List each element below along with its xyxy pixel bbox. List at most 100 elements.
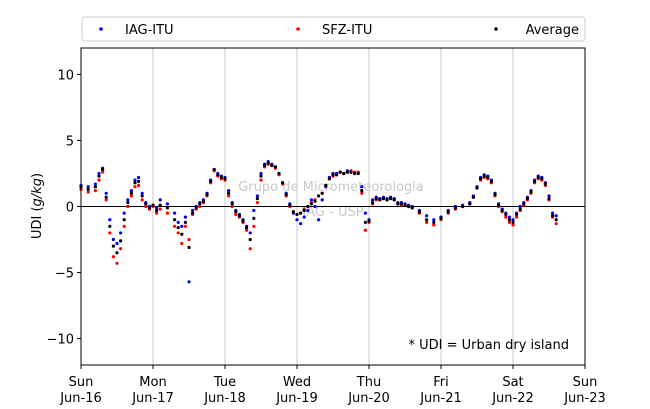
point-average [284, 193, 288, 197]
point-iag-itu [111, 237, 115, 242]
x-tick-label-date: Jun-18 [203, 391, 246, 406]
y-tick-label: 0 [66, 201, 74, 216]
point-sfz-itu [425, 220, 429, 224]
point-sfz-itu [259, 178, 263, 182]
point-average [281, 181, 285, 185]
point-iag-itu [547, 194, 551, 198]
point-iag-itu [554, 214, 558, 218]
point-average [183, 220, 187, 224]
point-iag-itu [108, 218, 112, 222]
point-iag-itu [183, 215, 187, 219]
point-average [471, 195, 475, 199]
point-average [317, 194, 321, 198]
point-average [165, 206, 169, 210]
point-iag-itu [295, 218, 299, 222]
point-average [327, 177, 331, 181]
point-iag-itu [259, 171, 263, 176]
point-average [410, 206, 414, 210]
point-average [270, 163, 274, 168]
point-iag-itu [93, 182, 97, 186]
point-average [194, 206, 198, 210]
point-average [248, 237, 252, 242]
point-average [234, 210, 238, 214]
point-average [108, 224, 112, 228]
legend-label: Average [526, 23, 579, 38]
point-sfz-itu [97, 178, 101, 182]
point-average [277, 171, 281, 176]
x-tick-label-day: Tue [213, 375, 236, 390]
point-iag-itu [122, 211, 126, 215]
watermark-line-2: IAG - USP [302, 205, 363, 220]
point-sfz-itu [165, 211, 169, 215]
point-average [313, 199, 317, 203]
point-average [525, 196, 530, 201]
point-average [176, 226, 180, 230]
y-axis: −10 −5 0 5 10 [47, 68, 81, 348]
point-sfz-itu [122, 224, 126, 228]
point-average [453, 206, 457, 210]
point-average [504, 212, 508, 217]
point-average [133, 181, 137, 185]
point-sfz-itu [111, 255, 115, 259]
x-tick-label-day: Sat [502, 375, 523, 390]
point-sfz-itu [119, 247, 123, 251]
annotation-text: * UDI = Urban dry island [409, 338, 569, 353]
point-average [119, 239, 123, 243]
point-sfz-itu [173, 224, 177, 228]
point-average [407, 204, 411, 209]
point-average [500, 208, 504, 213]
point-average [489, 179, 493, 184]
point-average [259, 174, 263, 178]
point-sfz-itu [230, 204, 234, 209]
point-average [111, 244, 115, 248]
point-average [338, 170, 342, 174]
point-sfz-itu [187, 237, 191, 242]
point-sfz-itu [363, 228, 367, 232]
point-average [417, 210, 421, 214]
point-iag-itu [248, 231, 252, 235]
point-average [126, 200, 130, 205]
point-average [507, 218, 511, 222]
point-iag-itu [299, 222, 303, 226]
point-sfz-itu [554, 222, 558, 226]
point-average [266, 161, 270, 165]
point-average [522, 202, 526, 206]
point-average [360, 189, 364, 193]
point-sfz-itu [252, 224, 256, 228]
point-sfz-itu [140, 198, 144, 202]
point-iag-itu [173, 211, 177, 215]
point-sfz-itu [101, 170, 105, 174]
legend-marker [494, 27, 498, 31]
x-tick-label-date: Jun-16 [59, 391, 102, 406]
point-average [155, 208, 159, 213]
point-average [385, 198, 389, 202]
x-tick-label-day: Sun [69, 375, 94, 390]
point-sfz-itu [198, 204, 202, 209]
point-average [551, 214, 555, 218]
point-sfz-itu [137, 183, 141, 187]
point-average [187, 245, 191, 250]
point-iag-itu [165, 202, 169, 206]
point-average [554, 218, 558, 222]
point-average [497, 203, 501, 207]
point-sfz-itu [108, 231, 112, 235]
point-average [291, 210, 295, 214]
point-iag-itu [140, 191, 144, 195]
point-sfz-itu [180, 241, 184, 246]
point-sfz-itu [126, 204, 130, 209]
point-average [403, 203, 407, 207]
point-average [399, 202, 403, 206]
point-average [349, 170, 353, 174]
point-average [439, 216, 443, 220]
point-sfz-itu [360, 191, 364, 195]
point-sfz-itu [248, 247, 252, 251]
point-average [536, 175, 540, 180]
point-average [205, 193, 209, 197]
point-average [432, 220, 436, 224]
x-tick-label-date: Jun-17 [131, 391, 174, 406]
point-sfz-itu [86, 190, 90, 194]
point-iag-itu [158, 198, 162, 202]
point-average [115, 251, 119, 255]
point-average [381, 196, 385, 201]
